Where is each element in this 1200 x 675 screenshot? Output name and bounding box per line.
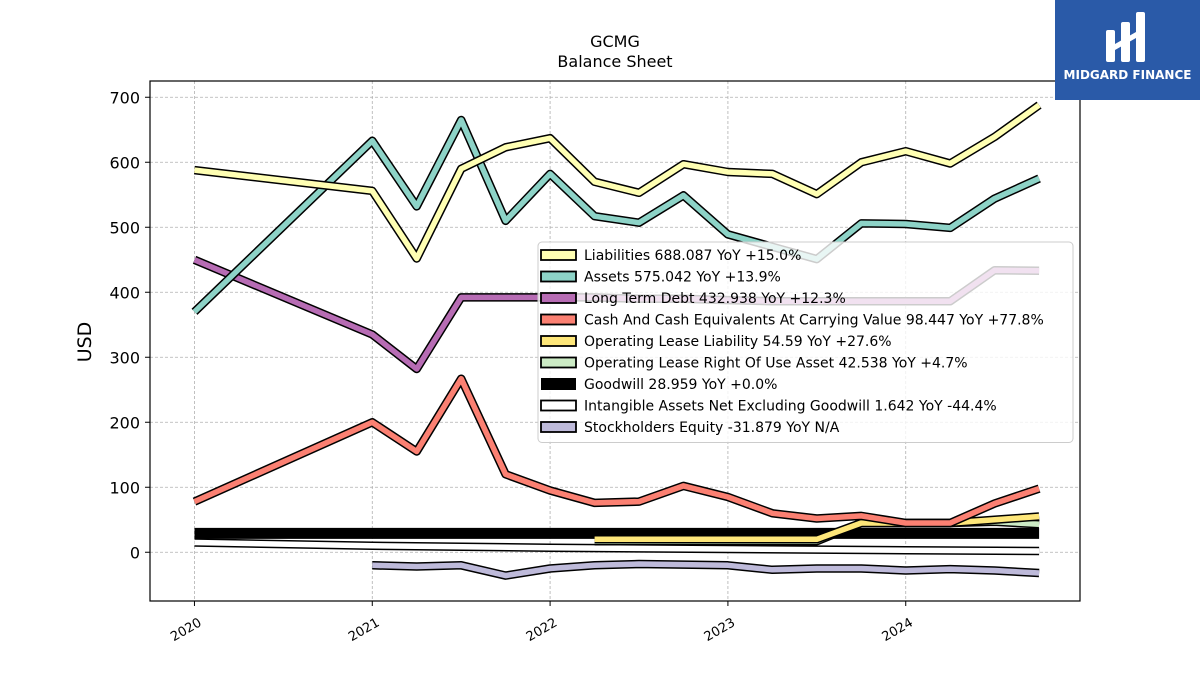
legend-item: Intangible Assets Net Excluding Goodwill… [540, 399, 997, 415]
x-tick-label: 2020 [168, 615, 204, 645]
chart-subtitle: Balance Sheet [557, 52, 672, 71]
chart-title: GCMG [590, 32, 640, 51]
legend-label: Intangible Assets Net Excluding Goodwill… [584, 399, 997, 415]
legend-swatch [540, 399, 577, 412]
legend-item: Long Term Debt 432.938 YoY +12.3% [540, 291, 846, 307]
series-assets [191, 115, 1041, 315]
legend-label: Operating Lease Right Of Use Asset 42.53… [584, 356, 968, 372]
series-line [192, 117, 1041, 314]
legend-item: Assets 575.042 YoY +13.9% [540, 270, 781, 286]
series-cash-and-cash-equivalents-at-carrying-value [192, 374, 1041, 528]
y-tick-label: 300 [109, 348, 140, 367]
series-line [194, 539, 1040, 554]
legend-label: Liabilities 688.087 YoY +15.0% [584, 248, 801, 264]
axis-ticks: 0 100 200 300 400 500 600 700 2020 2021 2022 2023 20… [109, 88, 915, 645]
legend-item: Operating Lease Liability 54.59 YoY +27.… [540, 334, 892, 350]
y-tick-label: 0 [130, 543, 140, 562]
logo-mark-icon [1106, 12, 1145, 62]
legend-item: Liabilities 688.087 YoY +15.0% [540, 248, 801, 264]
series-operating-lease-liability [594, 512, 1040, 544]
legend-label: Stockholders Equity -31.879 YoY N/A [584, 420, 840, 436]
legend-label: Assets 575.042 YoY +13.9% [584, 270, 781, 286]
x-tick-label: 2023 [702, 615, 738, 645]
y-tick-label: 600 [109, 153, 140, 172]
legend-item: Stockholders Equity -31.879 YoY N/A [540, 420, 840, 436]
legend-box [537, 241, 1074, 443]
series-liabilities [194, 101, 1042, 263]
series-outline [194, 101, 1042, 263]
plot-frame [149, 80, 1081, 602]
legend-swatch [540, 356, 577, 369]
legend-label: Operating Lease Liability 54.59 YoY +27.… [584, 334, 892, 350]
legend-item: Cash And Cash Equivalents At Carrying Va… [540, 313, 1044, 329]
legend-label: Goodwill 28.959 YoY +0.0% [584, 377, 777, 393]
y-tick-label: 500 [109, 218, 140, 237]
y-tick-label: 100 [109, 478, 140, 497]
legend-label: Cash And Cash Equivalents At Carrying Va… [584, 313, 1044, 329]
series-line [193, 375, 1040, 526]
x-tick-label: 2021 [346, 615, 382, 645]
legend-swatch [540, 249, 577, 261]
series-line [594, 513, 1040, 543]
legend-item: Goodwill 28.959 YoY +0.0% [541, 377, 777, 393]
series-stockholders-equity [372, 559, 1040, 580]
x-tick-label: 2024 [880, 615, 916, 645]
legend-swatch [540, 421, 577, 433]
legend-label: Long Term Debt 432.938 YoY +12.3% [584, 291, 846, 307]
legend-item: Operating Lease Right Of Use Asset 42.53… [540, 356, 968, 372]
legend-swatch [540, 292, 577, 304]
y-tick-label: 700 [109, 88, 140, 107]
logo-text: MIDGARD FINANCE [1063, 68, 1192, 82]
series-line [372, 561, 1040, 579]
y-axis-label: USD [74, 322, 96, 363]
x-tick-label: 2022 [524, 615, 560, 645]
series-intangible-assets-net-excluding-goodwill [194, 538, 1040, 556]
midgard-finance-logo: MIDGARD FINANCE [1055, 0, 1200, 100]
series-line [194, 102, 1041, 262]
legend-swatch [540, 270, 577, 283]
y-tick-label: 200 [109, 413, 140, 432]
y-tick-label: 400 [109, 283, 140, 302]
legend-swatch [541, 378, 576, 390]
legend-swatch [540, 313, 577, 326]
legend: Liabilities 688.087 YoY +15.0% Assets 575… [537, 241, 1074, 443]
legend-swatch [540, 335, 577, 347]
